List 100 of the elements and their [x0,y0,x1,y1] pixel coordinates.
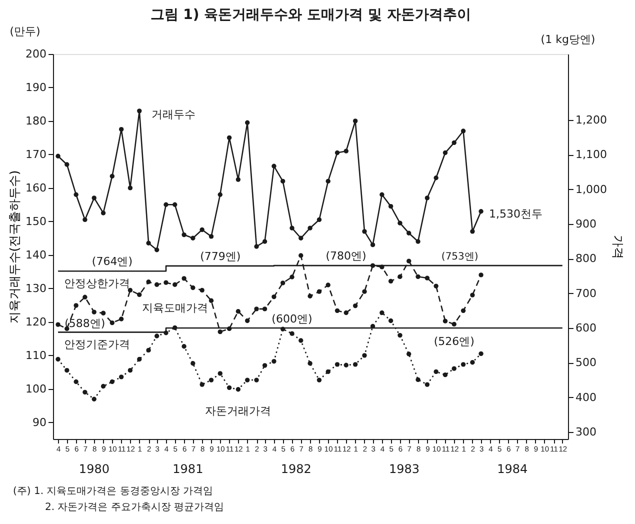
point [362,229,367,234]
point [416,274,420,280]
point [208,298,214,303]
text: 1982 [280,462,312,476]
point [56,322,60,327]
y2-tick-label: 500 [576,356,596,370]
point [308,294,312,298]
point [82,390,88,395]
point [290,274,294,280]
point [236,387,241,392]
point [128,186,133,190]
point [137,108,142,114]
point [56,356,60,362]
point [200,382,204,387]
point [92,196,96,200]
point [110,320,115,326]
text: (만두) [10,25,40,38]
point [352,362,358,367]
y2-tick-label: 900 [576,217,596,230]
point [100,210,106,216]
y-tick-label: 200 [26,48,46,60]
point [254,244,259,249]
point [290,226,294,230]
point [326,282,330,288]
point [362,289,367,294]
point [128,288,133,293]
point [92,396,96,402]
text: 1980 [78,462,110,476]
point [164,280,168,285]
point [406,352,412,356]
y-axis-title: 지육거래두수(전국출하두수) [8,170,22,324]
point [154,334,160,338]
point [146,348,151,353]
point [478,351,484,356]
point [100,384,106,389]
series-label: 안정상한가격 [64,277,130,290]
point [128,368,133,373]
y2-tick-label: 600 [576,322,596,335]
point [74,192,78,197]
point [190,361,196,366]
text: 1984 [497,462,528,476]
point [254,378,259,382]
point [218,371,222,376]
series-label: 안정기준가격 [64,338,130,352]
y-tick-label: 140 [26,248,46,262]
point [146,280,151,284]
point [478,272,484,278]
y-tick-label: 180 [26,114,46,128]
point [308,361,312,366]
text: 1981 [172,462,204,476]
point [424,276,430,280]
point [452,140,456,146]
point [370,242,376,248]
point [272,358,276,364]
point [388,278,394,284]
point [326,369,330,374]
point [154,248,160,252]
point [137,292,142,298]
point [388,204,394,209]
point [344,148,348,154]
y-tick-label: 160 [26,181,46,194]
point [298,338,304,343]
y-tick-label: 130 [26,282,46,295]
point [74,303,78,308]
point [82,217,88,222]
point [406,258,412,264]
point [118,316,124,322]
text: (1 kg당엔) [540,33,596,46]
point [208,234,214,239]
point [460,362,466,367]
point [398,220,402,226]
y2-tick-label: 1,000 [576,182,607,196]
point [218,329,222,334]
point [424,382,430,387]
annotation: (753엔) [441,252,478,263]
annotation: (779엔) [200,250,241,263]
y2-tick-label: 800 [576,252,596,266]
point [110,174,115,179]
point [218,192,222,197]
point [416,239,420,244]
y-tick-label: 100 [26,382,46,396]
point [200,227,204,232]
point [344,362,348,368]
point [452,366,456,371]
point [362,353,367,358]
point [334,150,340,156]
point [316,217,322,222]
point [146,240,151,246]
y2-axis-title: 가격 [610,235,625,259]
point [110,379,115,384]
point [352,303,358,308]
point [272,164,276,168]
series-label: 지육도매가격 [142,302,208,315]
point [245,318,250,324]
point [326,178,330,184]
point [424,196,430,200]
point [316,378,322,382]
point [172,282,178,287]
point [380,192,384,197]
point [334,308,340,314]
